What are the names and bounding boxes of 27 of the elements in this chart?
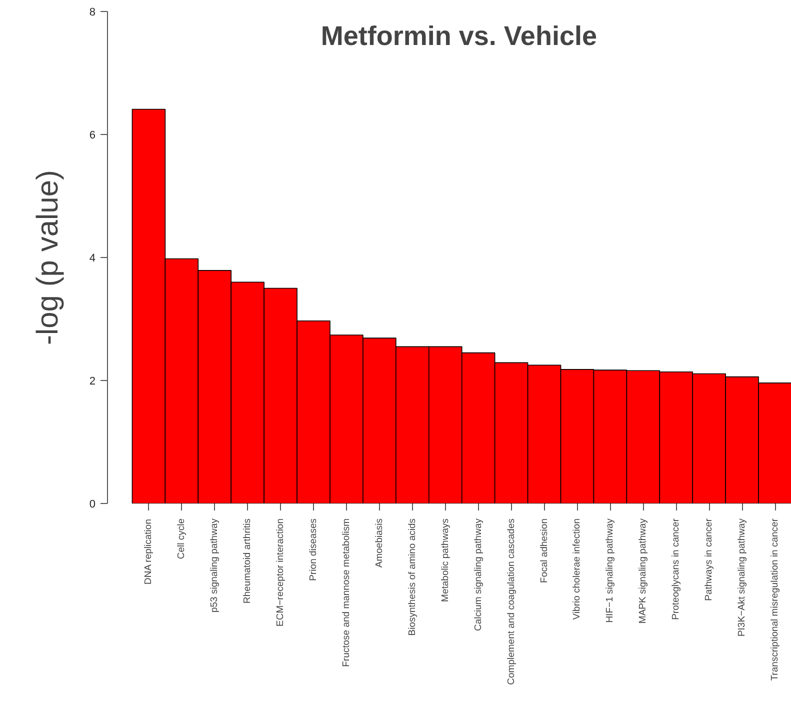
x-tick-label: Proteoglycans in cancer — [670, 518, 682, 620]
y-axis-title: -log (p value) — [31, 170, 64, 346]
chart-title: Metformin vs. Vehicle — [320, 21, 597, 52]
y-tick-label: 8 — [89, 6, 96, 18]
y-tick-label: 0 — [89, 498, 96, 510]
y-tick-label: 6 — [89, 130, 96, 142]
x-tick-label: Pathways in cancer — [704, 518, 715, 601]
x-tick-label: Metabolic pathways — [440, 518, 451, 602]
x-tick-label: Rheumatoid arthritis — [242, 518, 254, 604]
x-tick-label: Calcium signaling pathway — [472, 518, 484, 631]
y-tick-label: 2 — [89, 376, 96, 388]
x-tick-label: Vibrio cholerae infection — [572, 518, 583, 620]
x-tick-label: DNA replication — [143, 519, 154, 584]
x-tick-label: p53 signaling pathway — [209, 518, 220, 613]
x-tick-label: Fructose and mannose metabolism — [340, 518, 352, 667]
x-tick-label: Amoebiasis — [374, 518, 385, 568]
y-tick-label: 4 — [89, 252, 96, 264]
x-tick-label: Biosynthesis of amino acids — [406, 518, 418, 636]
x-tick-label: Prion diseases — [308, 518, 320, 581]
x-tick-label: Complement and coagulation cascades — [506, 518, 517, 685]
x-tick-label: HIF−1 signaling pathway — [604, 518, 616, 623]
x-tick-label: PI3K−Akt signaling pathway — [736, 518, 748, 637]
x-tick-label: ECM−receptor interaction — [275, 518, 286, 626]
x-tick-label: MAPK signaling pathway — [638, 518, 649, 624]
x-tick-label: Focal adhesion — [538, 518, 550, 583]
x-tick-label: Cell cycle — [176, 518, 188, 560]
x-tick-label: Transcriptional misregulation in cancer — [770, 518, 781, 681]
